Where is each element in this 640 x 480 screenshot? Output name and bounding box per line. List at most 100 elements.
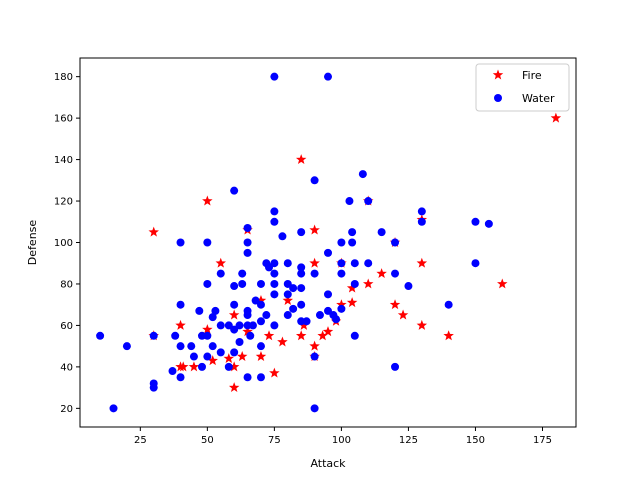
fire-point xyxy=(269,367,280,378)
water-point xyxy=(230,186,239,195)
water-point xyxy=(176,300,185,309)
fire-point xyxy=(416,257,428,268)
water-point xyxy=(278,232,287,241)
fire-point xyxy=(175,319,186,330)
data-points xyxy=(96,72,562,413)
water-point xyxy=(189,352,198,361)
fire-point xyxy=(188,361,200,372)
fire-point xyxy=(295,154,307,165)
y-tick-label: 120 xyxy=(54,197,73,208)
water-point xyxy=(484,219,493,228)
water-point xyxy=(243,311,252,320)
water-point xyxy=(364,197,373,206)
water-point xyxy=(187,342,196,351)
fire-point xyxy=(317,330,328,341)
fire-point xyxy=(263,330,275,341)
water-point xyxy=(417,207,426,216)
fire-point xyxy=(497,278,508,289)
y-tick-label: 160 xyxy=(54,114,73,125)
water-point xyxy=(270,269,279,278)
water-point xyxy=(203,331,212,340)
water-point xyxy=(444,300,453,309)
water-point xyxy=(310,404,319,413)
fire-point xyxy=(309,257,320,268)
fire-star-icon xyxy=(492,69,504,80)
water-point xyxy=(471,217,480,226)
fire-point xyxy=(223,353,235,364)
y-tick-label: 80 xyxy=(60,279,73,290)
water-point xyxy=(243,238,252,247)
water-point xyxy=(176,342,185,351)
plot-area xyxy=(80,58,576,427)
water-point xyxy=(324,248,332,257)
fire-point xyxy=(148,226,159,237)
water-point xyxy=(203,352,212,361)
x-tick-label: 175 xyxy=(533,435,552,446)
water-point xyxy=(283,290,292,299)
fire-point xyxy=(443,330,454,341)
water-point xyxy=(270,321,279,330)
y-tick-label: 180 xyxy=(54,72,73,83)
fire-point xyxy=(550,112,562,123)
water-point xyxy=(197,362,206,371)
fire-point xyxy=(255,295,267,305)
water-point xyxy=(283,311,292,320)
water-point xyxy=(310,352,319,361)
fire-point xyxy=(376,268,387,279)
water-point xyxy=(265,263,274,272)
water-point xyxy=(216,321,225,330)
fire-point xyxy=(389,299,401,310)
x-tick-label: 150 xyxy=(466,435,485,446)
fire-point xyxy=(336,299,347,310)
fire-point xyxy=(282,295,294,305)
fire-point xyxy=(228,382,240,393)
y-tick-label: 20 xyxy=(60,404,73,415)
water-point xyxy=(377,228,386,237)
y-tick-label: 140 xyxy=(54,155,73,166)
fire-point xyxy=(228,309,240,320)
water-point xyxy=(238,279,247,288)
water-point xyxy=(315,311,324,320)
fire-point xyxy=(309,224,320,235)
water-point xyxy=(238,269,247,278)
water-point xyxy=(289,304,298,313)
water-point xyxy=(270,290,279,299)
legend-fire-label: Fire xyxy=(522,69,542,82)
legend-water-marker xyxy=(494,94,502,102)
fire-point xyxy=(346,297,358,308)
water-point xyxy=(122,342,131,351)
water-point xyxy=(176,238,185,247)
water-point xyxy=(230,300,239,309)
fire-point xyxy=(298,319,310,330)
y-axis-ticks: 20 40 60 80 100 120 140 160 180 xyxy=(54,72,80,415)
fire-point xyxy=(177,361,189,372)
water-point xyxy=(283,259,292,268)
water-point xyxy=(216,348,225,357)
water-point xyxy=(224,321,233,330)
water-point xyxy=(332,315,341,324)
fire-point xyxy=(346,282,358,293)
water-point xyxy=(262,311,271,320)
water-point xyxy=(404,282,413,291)
fire-point xyxy=(228,361,240,372)
water-point xyxy=(256,373,265,382)
y-tick-label: 40 xyxy=(60,362,73,373)
x-axis-ticks: 25 50 75 100 125 150 175 xyxy=(134,427,552,446)
fire-point xyxy=(255,351,267,361)
water-point xyxy=(324,72,332,81)
water-point xyxy=(246,331,255,340)
water-point xyxy=(297,284,306,293)
water-point xyxy=(168,367,177,376)
fire-point xyxy=(362,278,374,289)
water-point xyxy=(310,269,319,278)
water-point xyxy=(417,217,426,226)
water-point xyxy=(208,313,217,322)
fire-point xyxy=(236,351,248,361)
fire-point xyxy=(295,330,307,341)
water-point xyxy=(337,238,346,247)
water-point xyxy=(350,331,359,340)
water-point xyxy=(337,304,346,313)
x-tick-label: 100 xyxy=(332,435,351,446)
x-axis-label: Attack xyxy=(310,457,346,470)
